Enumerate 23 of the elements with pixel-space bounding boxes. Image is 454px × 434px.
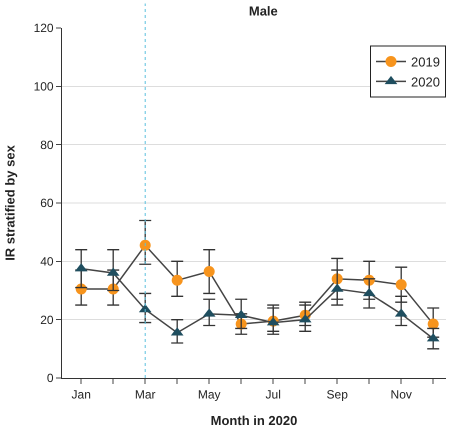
- x-tick-label: May: [198, 387, 221, 402]
- y-tick-label: 120: [34, 21, 54, 36]
- y-axis-title: IR stratified by sex: [2, 144, 18, 261]
- x-tick-label: Jul: [266, 387, 281, 402]
- point: [428, 318, 439, 330]
- y-tick-label: 60: [40, 196, 54, 210]
- y-tick-label: 20: [40, 312, 54, 327]
- x-axis-title: Month in 2020: [210, 413, 298, 428]
- y-tick-label: 0: [46, 371, 54, 386]
- x-tick-label: Jan: [72, 387, 91, 402]
- point: [140, 240, 151, 251]
- x-tick-label: Mar: [134, 387, 156, 402]
- point: [396, 279, 407, 290]
- y-tick-label: 100: [34, 80, 54, 94]
- y-tick-label: 80: [40, 138, 54, 152]
- x-tick-label: Nov: [390, 387, 412, 402]
- y-tick-label: 40: [40, 254, 54, 269]
- point: [172, 274, 183, 286]
- point: [204, 266, 215, 278]
- chart-title: Male: [248, 4, 278, 19]
- legend-label: 2019: [411, 54, 440, 70]
- x-tick-label: Sep: [326, 387, 348, 402]
- legend-label: 2020: [411, 74, 440, 90]
